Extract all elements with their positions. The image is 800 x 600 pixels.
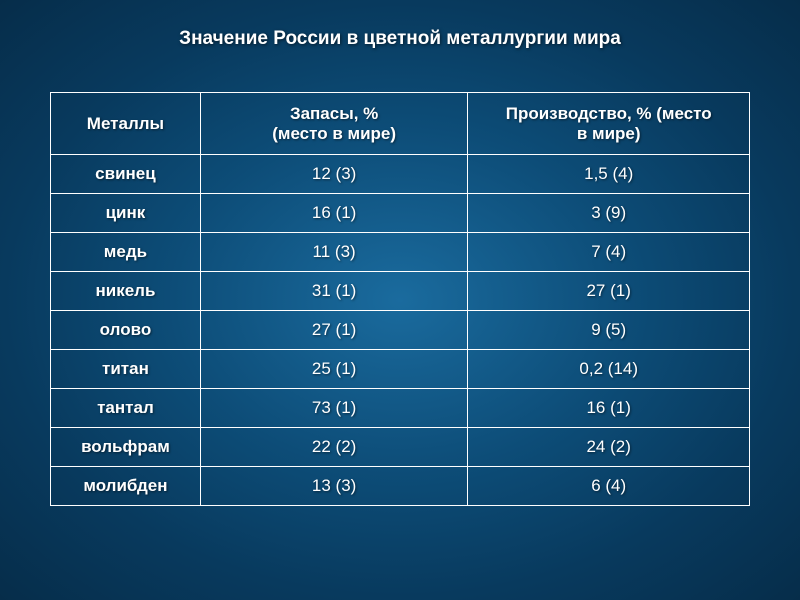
table-row: цинк 16 (1) 3 (9) bbox=[51, 194, 750, 233]
header-reserves-line1: Запасы, % bbox=[290, 104, 378, 123]
cell-production: 3 (9) bbox=[468, 194, 750, 233]
cell-production: 1,5 (4) bbox=[468, 155, 750, 194]
cell-metal: свинец bbox=[51, 155, 201, 194]
cell-reserves: 73 (1) bbox=[200, 389, 468, 428]
header-reserves-line2: (место в мире) bbox=[272, 124, 396, 143]
cell-reserves: 16 (1) bbox=[200, 194, 468, 233]
cell-production: 27 (1) bbox=[468, 272, 750, 311]
cell-reserves: 27 (1) bbox=[200, 311, 468, 350]
table-row: олово 27 (1) 9 (5) bbox=[51, 311, 750, 350]
metallurgy-table: Металлы Запасы, % (место в мире) Произво… bbox=[50, 92, 750, 506]
cell-production: 9 (5) bbox=[468, 311, 750, 350]
cell-metal: титан bbox=[51, 350, 201, 389]
table-row: вольфрам 22 (2) 24 (2) bbox=[51, 428, 750, 467]
cell-reserves: 31 (1) bbox=[200, 272, 468, 311]
cell-reserves: 22 (2) bbox=[200, 428, 468, 467]
table-row: медь 11 (3) 7 (4) bbox=[51, 233, 750, 272]
table-body: свинец 12 (3) 1,5 (4) цинк 16 (1) 3 (9) … bbox=[51, 155, 750, 506]
header-production-line1: Производство, % (место bbox=[506, 104, 712, 123]
header-production-line2: в мире) bbox=[577, 124, 641, 143]
table-row: титан 25 (1) 0,2 (14) bbox=[51, 350, 750, 389]
cell-metal: вольфрам bbox=[51, 428, 201, 467]
cell-production: 0,2 (14) bbox=[468, 350, 750, 389]
table-row: никель 31 (1) 27 (1) bbox=[51, 272, 750, 311]
cell-production: 16 (1) bbox=[468, 389, 750, 428]
header-reserves: Запасы, % (место в мире) bbox=[200, 93, 468, 155]
cell-metal: молибден bbox=[51, 467, 201, 506]
cell-metal: медь bbox=[51, 233, 201, 272]
cell-reserves: 12 (3) bbox=[200, 155, 468, 194]
header-production: Производство, % (место в мире) bbox=[468, 93, 750, 155]
cell-reserves: 13 (3) bbox=[200, 467, 468, 506]
cell-production: 7 (4) bbox=[468, 233, 750, 272]
cell-metal: цинк bbox=[51, 194, 201, 233]
cell-production: 6 (4) bbox=[468, 467, 750, 506]
cell-reserves: 25 (1) bbox=[200, 350, 468, 389]
table-row: свинец 12 (3) 1,5 (4) bbox=[51, 155, 750, 194]
cell-metal: тантал bbox=[51, 389, 201, 428]
cell-metal: олово bbox=[51, 311, 201, 350]
header-metal: Металлы bbox=[51, 93, 201, 155]
cell-metal: никель bbox=[51, 272, 201, 311]
page-title: Значение России в цветной металлургии ми… bbox=[179, 28, 621, 50]
table-row: тантал 73 (1) 16 (1) bbox=[51, 389, 750, 428]
cell-production: 24 (2) bbox=[468, 428, 750, 467]
table-row: молибден 13 (3) 6 (4) bbox=[51, 467, 750, 506]
cell-reserves: 11 (3) bbox=[200, 233, 468, 272]
table-header-row: Металлы Запасы, % (место в мире) Произво… bbox=[51, 93, 750, 155]
